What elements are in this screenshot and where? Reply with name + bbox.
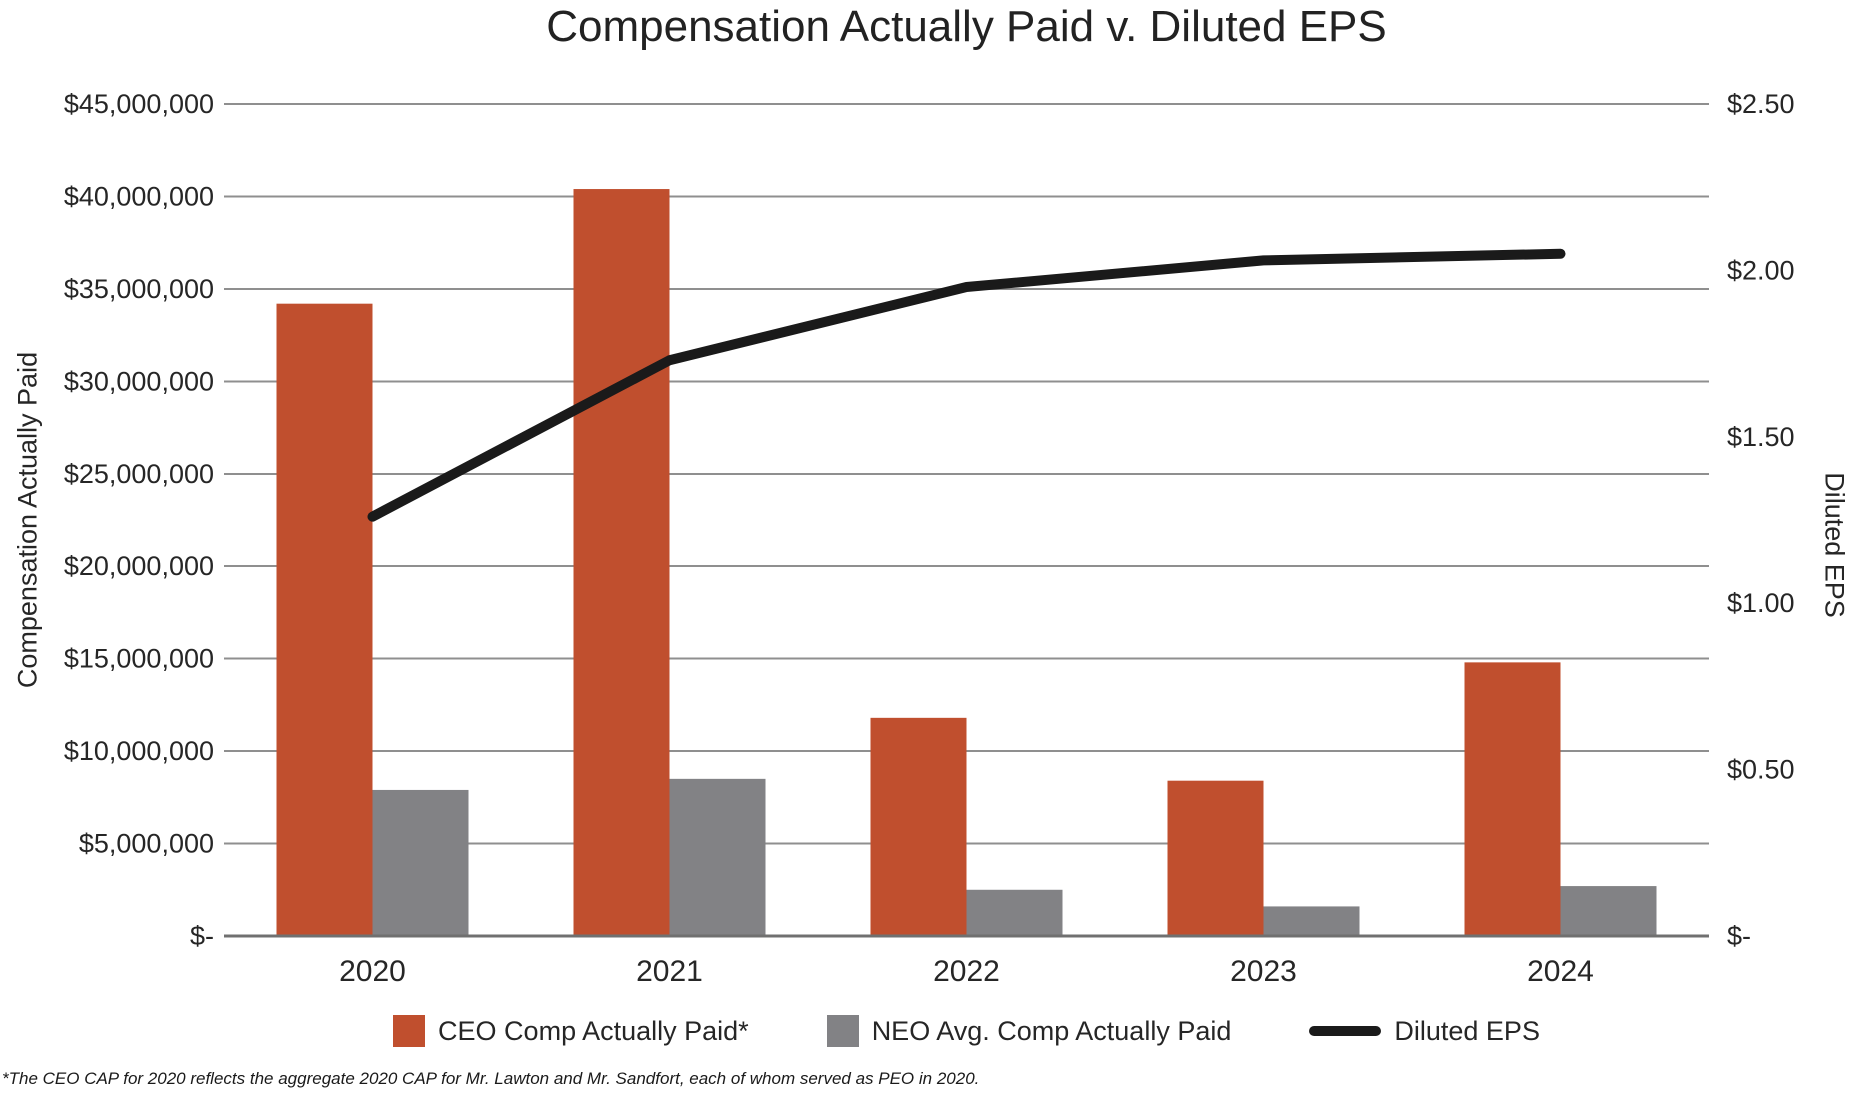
ceo-bar-2023: [1167, 780, 1264, 936]
neo-bar-2023: [1263, 906, 1360, 936]
right-axis-tick-label: $-: [1727, 921, 1751, 951]
neo-legend-swatch: [826, 1015, 859, 1047]
ceo-bar-2024: [1464, 662, 1561, 936]
ceo-legend-label: CEO Comp Actually Paid*: [438, 1015, 749, 1046]
x-axis-label-2021: 2021: [636, 955, 703, 988]
right-axis-title: Diluted EPS: [1819, 472, 1850, 618]
neo-bar-2024: [1560, 886, 1657, 936]
ceo-bar-2020: [276, 303, 373, 936]
left-axis-tick-label: $15,000,000: [64, 644, 214, 674]
diluted-eps-line: [367, 248, 1566, 522]
x-axis-label-2023: 2023: [1230, 955, 1297, 988]
left-axis-tick-label: $20,000,000: [64, 551, 214, 581]
left-axis-tick-label: $5,000,000: [79, 829, 214, 859]
legend-item-eps: Diluted EPS: [1309, 1016, 1540, 1047]
legend-item-ceo: CEO Comp Actually Paid*: [393, 1015, 749, 1047]
left-axis-tick-label: $10,000,000: [64, 736, 214, 766]
right-axis-tick-label: $2.50: [1727, 89, 1795, 119]
left-axis-tick-label: $45,000,000: [64, 89, 214, 119]
neo-bar-2022: [966, 889, 1063, 936]
left-axis-title: Compensation Actually Paid: [12, 351, 43, 689]
ceo-legend-swatch: [393, 1015, 426, 1047]
left-axis-tick-label: $40,000,000: [64, 181, 214, 211]
right-axis-tick-label: $2.00: [1727, 255, 1795, 285]
right-axis-tick-label: $0.50: [1727, 755, 1795, 785]
ceo-bar-2022: [870, 717, 967, 936]
x-axis-label-2020: 2020: [339, 955, 406, 988]
footnote: *The CEO CAP for 2020 reflects the aggre…: [2, 1069, 980, 1088]
chart-title: Compensation Actually Paid v. Diluted EP…: [546, 2, 1387, 51]
ceo-bar-2021: [573, 189, 670, 936]
x-axis-label-2024: 2024: [1527, 955, 1594, 988]
left-axis-tick-label: $-: [190, 921, 214, 951]
left-axis-tick-label: $30,000,000: [64, 366, 214, 396]
legend-item-neo: NEO Avg. Comp Actually Paid: [826, 1015, 1232, 1047]
neo-bar-2020: [372, 789, 469, 936]
eps-legend-swatch: [1309, 1026, 1382, 1036]
right-axis-tick-label: $1.50: [1727, 422, 1795, 452]
neo-bar-2021: [669, 778, 766, 936]
x-axis-label-2022: 2022: [933, 955, 1000, 988]
eps-legend-label: Diluted EPS: [1394, 1015, 1540, 1046]
left-axis-tick-label: $25,000,000: [64, 459, 214, 489]
legend: CEO Comp Actually Paid* NEO Avg. Comp Ac…: [224, 1012, 1709, 1050]
right-axis-tick-label: $1.00: [1727, 588, 1795, 618]
neo-legend-label: NEO Avg. Comp Actually Paid: [871, 1015, 1232, 1046]
left-axis-tick-label: $35,000,000: [64, 274, 214, 304]
